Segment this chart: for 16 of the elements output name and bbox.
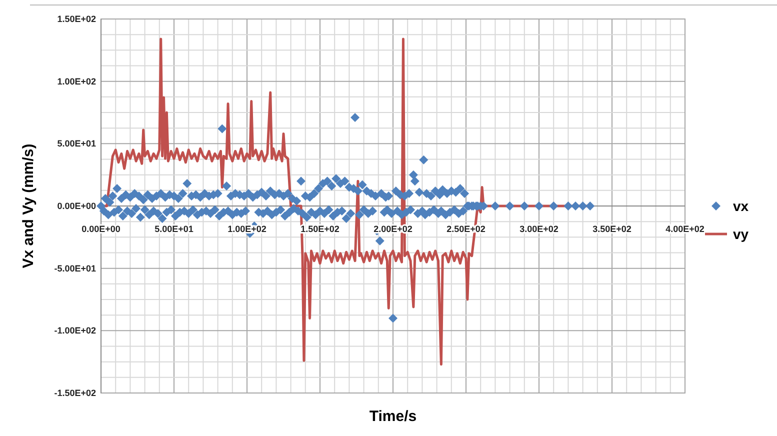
x-tick-label: 3.00E+02: [520, 224, 558, 234]
x-tick-label: 0.00E+00: [82, 224, 120, 234]
x-tick-label: 4.00E+02: [666, 224, 704, 234]
y-tick-label: 0.00E+00: [57, 201, 96, 211]
x-tick-label: 3.50E+02: [592, 224, 632, 234]
x-tick-label: 5.00E+01: [154, 224, 194, 234]
y-tick-label: 5.00E+01: [57, 138, 96, 149]
y-tick-label: -1.50E+02: [54, 388, 96, 398]
y-tick-label: 1.50E+02: [57, 14, 96, 24]
y-tick-label: 1.00E+02: [57, 76, 96, 86]
y-tick-label: -1.00E+02: [54, 326, 96, 336]
y-tick-label: -5.00E+01: [54, 263, 96, 274]
x-axis-title: Time/s: [369, 408, 417, 425]
legend-label: vx: [733, 198, 749, 214]
y-axis-title: Vx and Vy (mm/s): [20, 144, 37, 268]
legend-label: vy: [733, 226, 749, 242]
